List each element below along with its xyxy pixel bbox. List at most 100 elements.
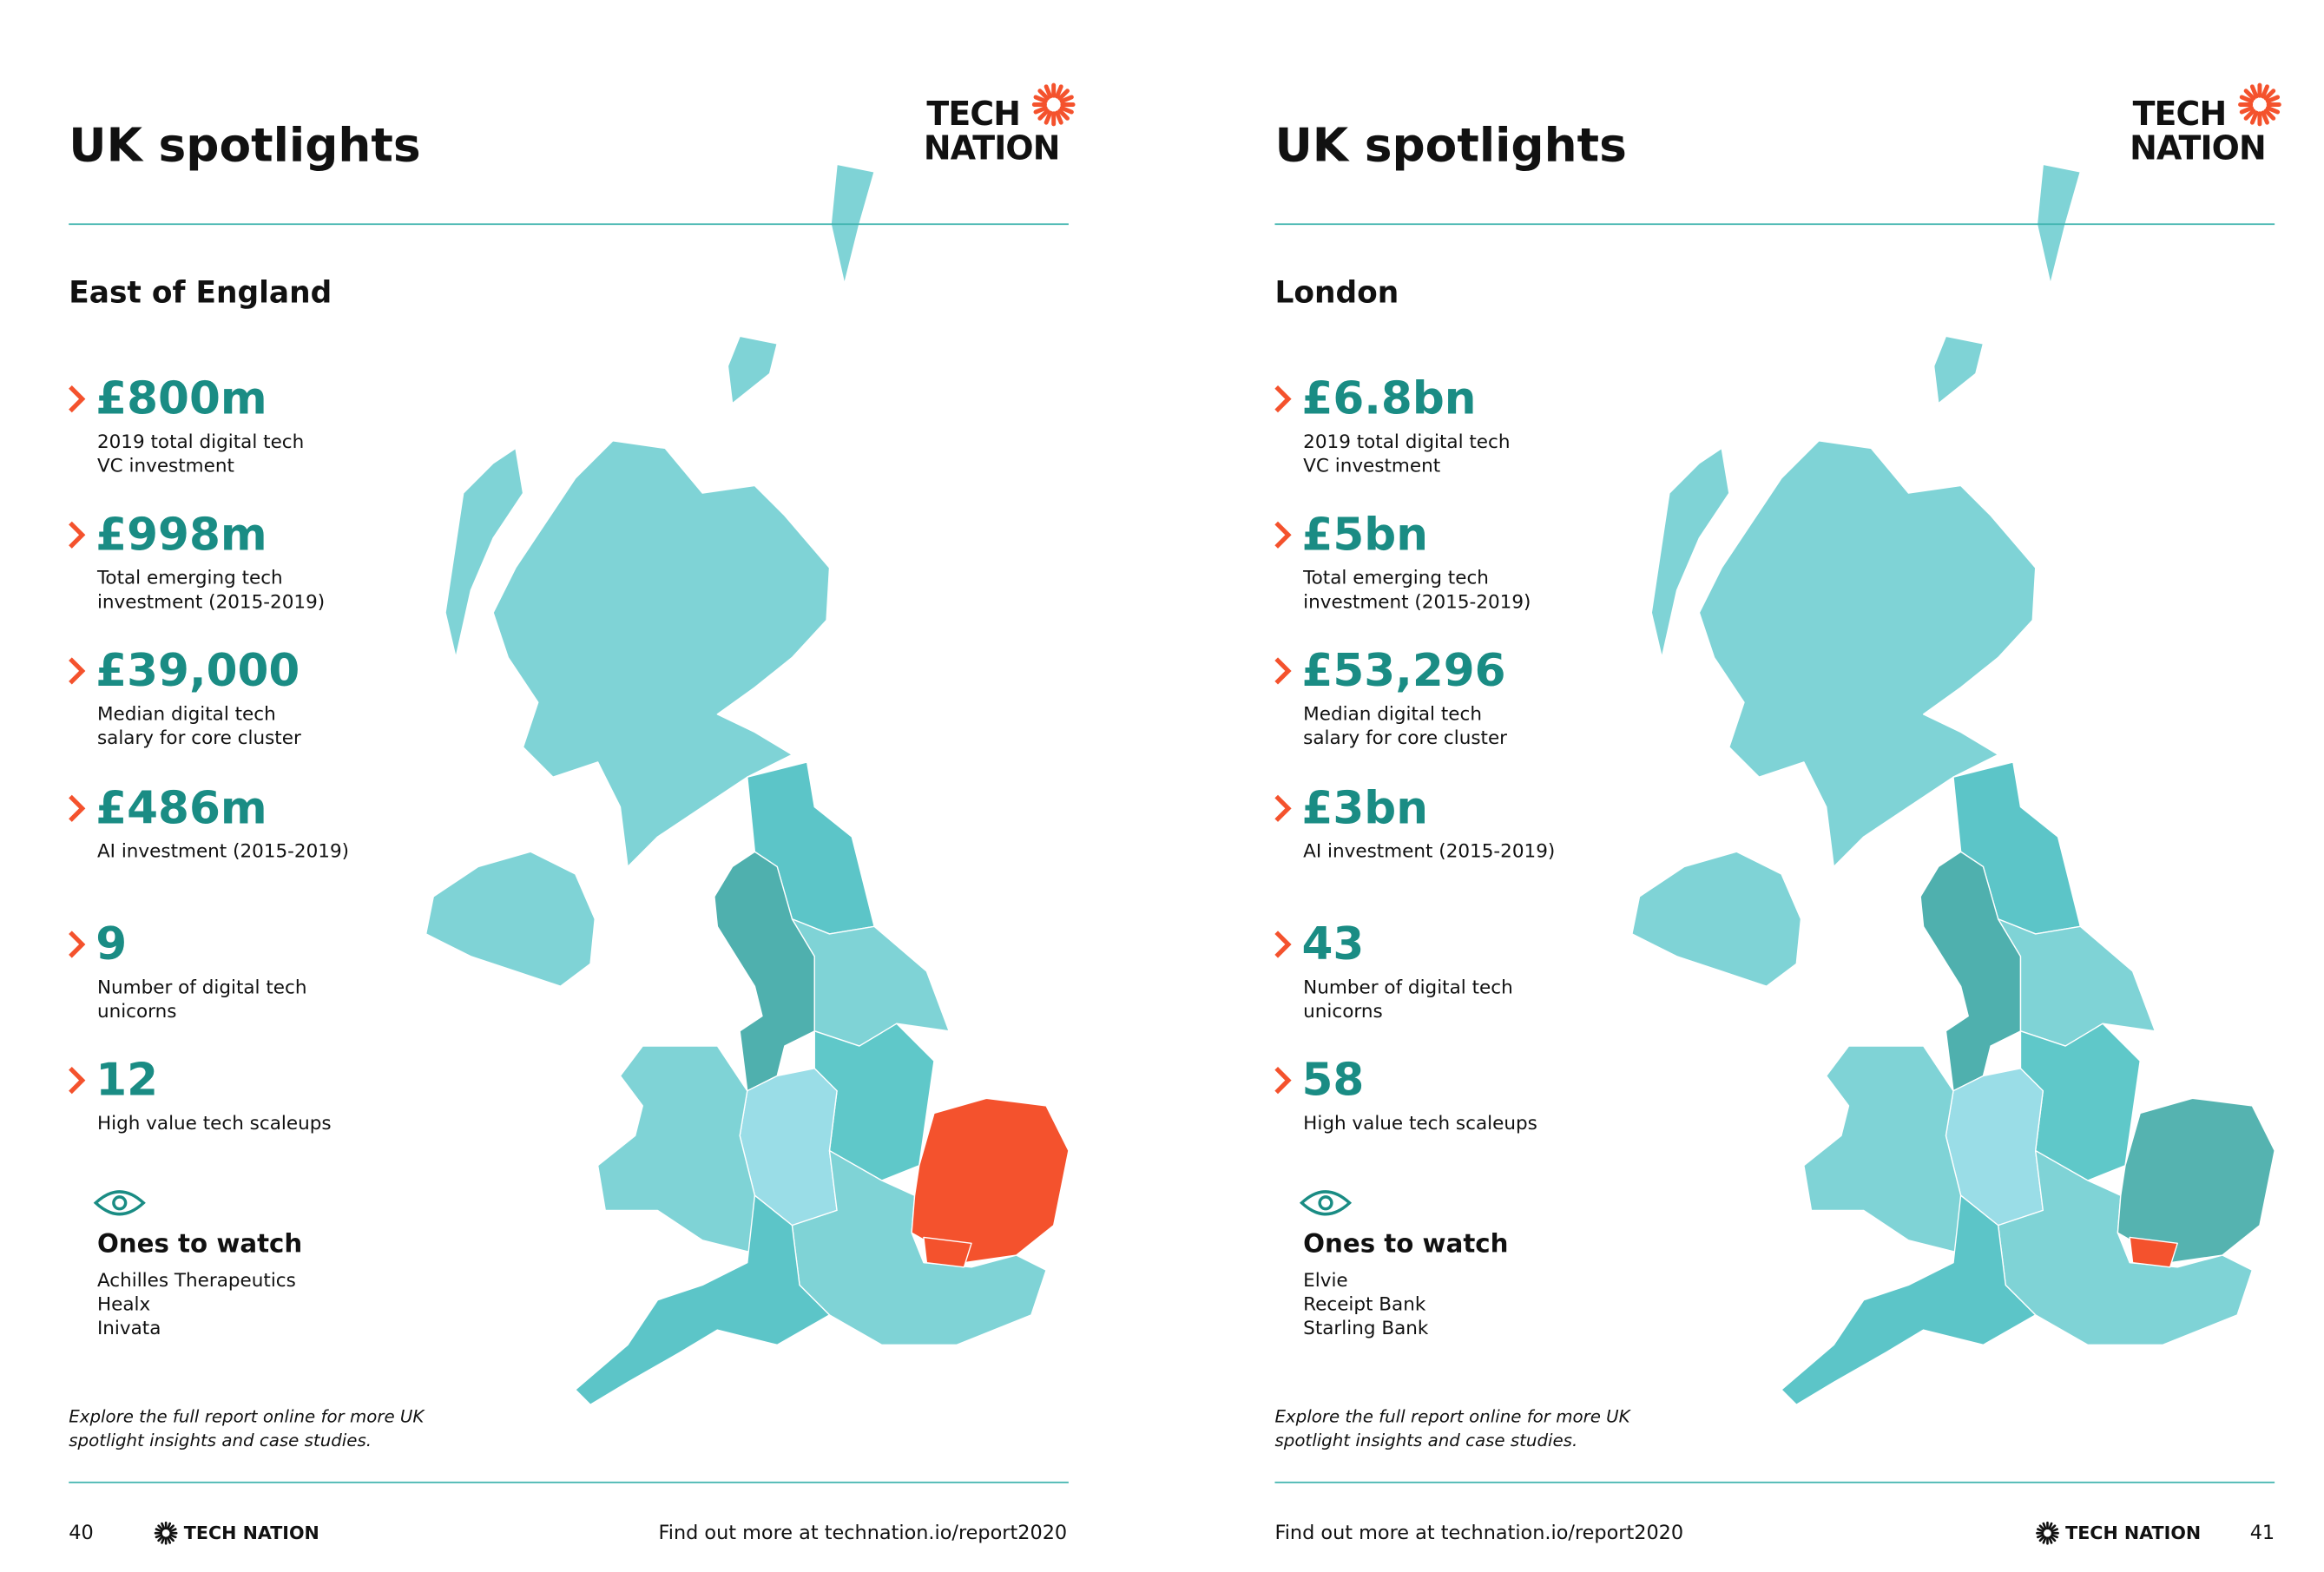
sun-ray bbox=[168, 1528, 177, 1533]
stat-label: Number of digital tech bbox=[97, 977, 307, 998]
stat-value: £998m bbox=[95, 509, 267, 561]
sun-ray bbox=[2249, 110, 2259, 125]
stat-label: Total emerging tech bbox=[96, 568, 283, 589]
sun-core bbox=[2253, 97, 2267, 112]
region-name: East of England bbox=[69, 275, 332, 310]
sun-ray bbox=[2048, 1522, 2053, 1530]
chevron bbox=[69, 521, 86, 549]
watch-heading: Ones to watch bbox=[1303, 1228, 1508, 1258]
page-title: UK spotlights bbox=[69, 117, 420, 172]
sun-ray bbox=[157, 1524, 164, 1531]
watch-item: Healx bbox=[97, 1293, 151, 1315]
sun-ray bbox=[2261, 84, 2269, 99]
sun-ray bbox=[2038, 1524, 2045, 1531]
sun-ray bbox=[2265, 95, 2281, 104]
logo-text: NATION bbox=[2130, 128, 2266, 167]
stat-value: 43 bbox=[1301, 918, 1364, 970]
stat-value: 9 bbox=[95, 918, 127, 970]
sun-ray bbox=[2038, 1535, 2045, 1542]
sun-ray bbox=[2051, 1528, 2058, 1533]
sun-ray bbox=[1037, 109, 1050, 121]
sun-core bbox=[2044, 1529, 2051, 1537]
map-region bbox=[1781, 1194, 2037, 1405]
sun-ray bbox=[155, 1528, 163, 1533]
watch-heading: Ones to watch bbox=[97, 1228, 302, 1258]
sun-ray bbox=[1033, 95, 1048, 104]
page-number: 40 bbox=[69, 1522, 93, 1544]
map-region bbox=[492, 440, 831, 868]
sun-ray bbox=[1055, 110, 1063, 125]
stat-value: £5bn bbox=[1301, 509, 1428, 561]
stat-label: Number of digital tech bbox=[1303, 977, 1513, 998]
sun-ray bbox=[1043, 84, 1053, 99]
map-region bbox=[2129, 1236, 2178, 1268]
chevron bbox=[1274, 1067, 1292, 1095]
logo-text: NATION bbox=[924, 128, 1060, 167]
stat-label: VC investment bbox=[97, 456, 234, 477]
sun-ray bbox=[2042, 1522, 2047, 1530]
page-title: UK spotlights bbox=[1274, 117, 1626, 172]
eye-pupil bbox=[112, 1195, 128, 1211]
watch-item: Achilles Therapeutics bbox=[97, 1270, 296, 1292]
watch-item: Elvie bbox=[1303, 1270, 1347, 1292]
sun-ray bbox=[166, 1522, 172, 1530]
sun-ray bbox=[1037, 89, 1050, 101]
chevron bbox=[1274, 385, 1292, 413]
sun-ray bbox=[2049, 1535, 2057, 1542]
footer-link: Find out more at technation.io/report202… bbox=[1274, 1522, 1683, 1544]
watch-item: Receipt Bank bbox=[1303, 1293, 1426, 1315]
sun-ray bbox=[2261, 110, 2269, 125]
map-region bbox=[911, 1097, 1070, 1264]
map-region bbox=[444, 447, 524, 659]
sun-ray bbox=[168, 1524, 174, 1531]
note: Explore the full report online for more … bbox=[1274, 1406, 1631, 1426]
sun-ray bbox=[2048, 1536, 2053, 1544]
stat-label: investment (2015-2019) bbox=[97, 591, 325, 613]
uk-map bbox=[425, 163, 1070, 1405]
stat-value: £53,296 bbox=[1301, 645, 1505, 697]
eye-icon bbox=[93, 1190, 146, 1216]
sun-ray bbox=[1055, 84, 1063, 99]
sun-core bbox=[161, 1529, 170, 1537]
chevron bbox=[69, 1067, 86, 1095]
sun-ray bbox=[2263, 109, 2276, 121]
stat-label: unicorns bbox=[1303, 1001, 1383, 1023]
footer-brand: TECH NATION bbox=[184, 1523, 319, 1543]
page-number: 41 bbox=[2250, 1522, 2275, 1544]
map-region bbox=[1698, 440, 2037, 868]
stat-label: Median digital tech bbox=[97, 703, 276, 725]
sun-ray bbox=[2243, 109, 2256, 121]
sun-ray bbox=[1057, 89, 1070, 101]
sun-core bbox=[1046, 97, 1061, 112]
chevron bbox=[69, 794, 86, 822]
watch-item: Starling Bank bbox=[1303, 1318, 1429, 1339]
stat-value: 12 bbox=[95, 1055, 158, 1107]
map-region bbox=[727, 335, 778, 405]
logo-text: TECH bbox=[926, 95, 1020, 133]
sun-ray bbox=[1059, 105, 1074, 115]
stat-label: AI investment (2015-2019) bbox=[97, 841, 349, 863]
sun-ray bbox=[2239, 95, 2255, 104]
map-region bbox=[1932, 335, 1985, 405]
map-region bbox=[425, 851, 596, 987]
chevron bbox=[69, 931, 86, 958]
note: Explore the full report online for more … bbox=[69, 1406, 425, 1426]
chevron bbox=[1274, 931, 1292, 958]
stat-label: salary for core cluster bbox=[97, 727, 301, 749]
note: spotlight insights and case studies. bbox=[1274, 1431, 1577, 1450]
stat-label: unicorns bbox=[97, 1001, 177, 1023]
sun-ray bbox=[161, 1522, 166, 1530]
sun-ray bbox=[2051, 1533, 2058, 1539]
chevron bbox=[1274, 521, 1292, 549]
eye-pupil bbox=[1318, 1195, 1333, 1211]
sun-ray bbox=[2249, 84, 2259, 99]
map-region bbox=[1997, 918, 2156, 1047]
sun-ray bbox=[1033, 105, 1048, 115]
sun-ray bbox=[168, 1533, 177, 1539]
map-region bbox=[923, 1236, 972, 1268]
eye-icon bbox=[1299, 1190, 1353, 1216]
stat-value: £6.8bn bbox=[1301, 373, 1476, 425]
stat-label: AI investment (2015-2019) bbox=[1303, 841, 1555, 863]
